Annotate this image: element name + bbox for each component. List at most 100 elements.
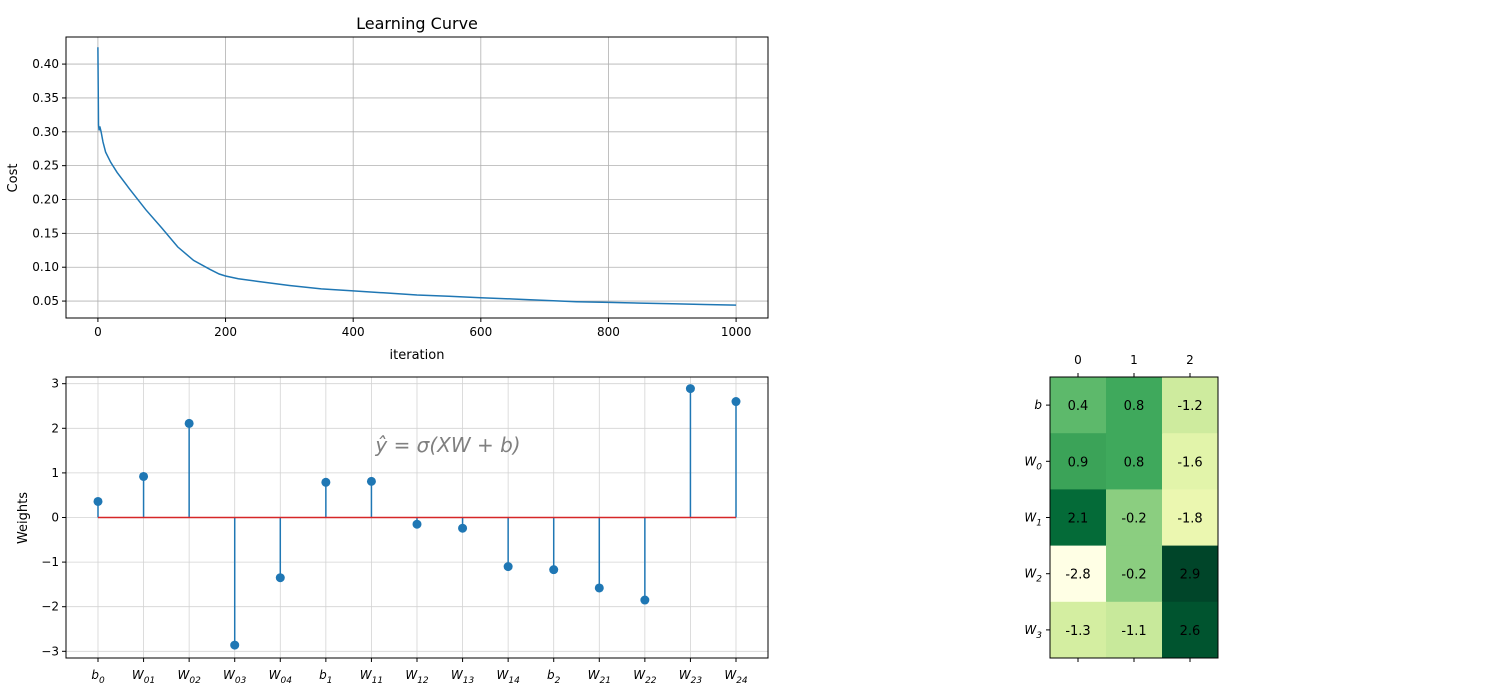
weights-stem-marker <box>549 565 559 575</box>
heatmap-cell <box>1162 433 1219 490</box>
weights-heatmap: 0.4 0.8 -1.2 0.9 0.8 -1.6 2.1 -0.2 -1.8 -2.8 -0.2 2… <box>1024 353 1219 662</box>
heatmap-cell-label: -1.3 <box>1065 624 1090 639</box>
learning-curve-ytick-label: 0.05 <box>32 294 59 308</box>
heatmap-cell <box>1162 601 1219 659</box>
weights-stem-marker <box>685 384 695 394</box>
learning-curve-ytick-label: 0.15 <box>32 226 59 240</box>
weights-ytick-label: −1 <box>41 555 59 569</box>
learning-curve-ytick-label: 0.30 <box>32 125 59 139</box>
heatmap-cell-label: -0.2 <box>1121 568 1146 583</box>
heatmap-cell <box>1050 601 1107 659</box>
heatmap-cell <box>1162 489 1219 547</box>
heatmap-cell <box>1162 545 1219 603</box>
heatmap-cell <box>1050 377 1107 434</box>
heatmap-cell-label: 0.4 <box>1068 399 1089 414</box>
heatmap-cell <box>1106 489 1163 547</box>
learning-curve-frame <box>65 36 769 319</box>
weights-ytick-label: 2 <box>51 421 59 435</box>
heatmap-cell-label: 0.9 <box>1068 455 1089 470</box>
learning-curve-ytick-label: 0.25 <box>32 159 59 173</box>
learning-curve-xtick-label: 800 <box>597 325 620 339</box>
weights-stems <box>93 384 741 650</box>
heatmap-cell <box>1106 601 1163 659</box>
weights-xtick-label: W02 <box>177 668 201 686</box>
learning-curve-xlabel: iteration <box>390 348 445 363</box>
weights-xtick-label: b2 <box>547 668 561 686</box>
learning-curve-ytick-label: 0.10 <box>32 260 59 274</box>
learning-curve-chart: 0 200 400 600 800 1000 0.05 0.10 0.15 0.20 0.25 0.3… <box>6 14 769 363</box>
heatmap-cell-label: -1.8 <box>1177 512 1202 527</box>
weights-ytick-label: −3 <box>41 644 59 658</box>
weights-stem-marker <box>594 583 604 593</box>
learning-curve-ylabel: Cost <box>6 164 21 193</box>
weights-xtick-label: W01 <box>132 668 155 686</box>
heatmap-col-label: 2 <box>1186 353 1194 367</box>
weights-xtick-label: b1 <box>319 668 332 686</box>
heatmap-cell <box>1050 545 1107 603</box>
model-equation-annotation: ŷ = σ(XW + b) <box>374 433 520 457</box>
weights-xtick-label: W22 <box>633 668 657 686</box>
weights-stem-marker <box>731 397 741 407</box>
learning-curve-xtick-label: 400 <box>342 325 365 339</box>
weights-ytick-label: 0 <box>51 511 59 525</box>
learning-curve-title: Learning Curve <box>356 14 478 33</box>
weights-xtick-label: b0 <box>91 668 105 686</box>
heatmap-cell <box>1050 489 1107 547</box>
heatmap-row-label: W3 <box>1024 623 1042 641</box>
heatmap-cell <box>1106 433 1163 490</box>
heatmap-cell-label: 0.8 <box>1124 455 1145 470</box>
heatmap-cell-label: -0.2 <box>1121 512 1146 527</box>
weights-ytick-label: 1 <box>51 466 59 480</box>
weights-xtick-label: W23 <box>679 668 703 686</box>
weights-stem-marker <box>275 573 285 583</box>
learning-curve-grid <box>66 37 768 318</box>
weights-xtick-label: W04 <box>269 668 293 686</box>
weights-xtick-label: W12 <box>405 668 429 686</box>
heatmap-cell-label: -1.2 <box>1177 399 1202 414</box>
weights-stem-chart: b0 W01 W02 W03 W04 b1 W11 W12 W13 W14 b2 W21 W22 W23 W… <box>16 376 769 686</box>
heatmap-cell-label: 2.1 <box>1068 512 1089 527</box>
learning-curve-line <box>97 47 737 306</box>
heatmap-cell-label: 0.8 <box>1124 399 1145 414</box>
heatmap-row-label: W2 <box>1024 567 1042 585</box>
learning-curve-ytick-label: 0.20 <box>32 193 59 207</box>
heatmap-row-label: b <box>1034 398 1042 412</box>
weights-stem-marker <box>93 496 103 506</box>
heatmap-col-label: 1 <box>1130 353 1138 367</box>
weights-stem-marker <box>139 471 149 481</box>
weights-stem-marker <box>458 523 468 533</box>
weights-stem-marker <box>184 418 194 428</box>
heatmap-cell-label: -1.6 <box>1177 455 1202 470</box>
weights-stem-marker <box>321 477 331 487</box>
learning-curve-xtick-label: 0 <box>94 325 102 339</box>
weights-ticks: b0 W01 W02 W03 W04 b1 W11 W12 W13 W14 b2 W21 W22 W23 W… <box>41 377 748 686</box>
learning-curve-ytick-label: 0.35 <box>32 91 59 105</box>
heatmap-row-label: W1 <box>1024 511 1042 529</box>
weights-stem-marker <box>230 640 240 650</box>
learning-curve-xtick-label: 200 <box>214 325 237 339</box>
heatmap-cells: 0.4 0.8 -1.2 0.9 0.8 -1.6 2.1 -0.2 -1.8 -2.8 -0.2 2… <box>1050 377 1219 659</box>
weights-stem-marker <box>366 476 376 486</box>
heatmap-cell-label: -1.1 <box>1121 624 1146 639</box>
weights-xtick-label: W13 <box>451 668 475 686</box>
weights-ytick-label: −2 <box>41 600 59 614</box>
weights-xtick-label: W24 <box>724 668 748 686</box>
heatmap-ticks: 0 1 2 b W0 W1 W2 W3 <box>1024 353 1194 662</box>
heatmap-cell <box>1106 377 1163 434</box>
weights-ytick-label: 3 <box>51 377 59 391</box>
heatmap-cell-label: 2.9 <box>1180 568 1201 583</box>
weights-stem-marker <box>640 595 650 605</box>
learning-curve-ticks: 0 200 400 600 800 1000 0.05 0.10 0.15 0.20 0.25 0.3… <box>32 57 751 339</box>
weights-ylabel: Weights <box>16 492 31 544</box>
weights-xtick-label: W11 <box>360 668 383 686</box>
weights-xtick-label: W03 <box>223 668 247 686</box>
heatmap-cell <box>1162 377 1219 434</box>
learning-curve-xtick-label: 600 <box>469 325 492 339</box>
heatmap-cell <box>1050 433 1107 490</box>
weights-stem-marker <box>412 519 422 529</box>
learning-curve-xtick-label: 1000 <box>721 325 752 339</box>
heatmap-row-label: W0 <box>1024 454 1042 472</box>
learning-curve-ytick-label: 0.40 <box>32 57 59 71</box>
heatmap-cell <box>1106 545 1163 603</box>
